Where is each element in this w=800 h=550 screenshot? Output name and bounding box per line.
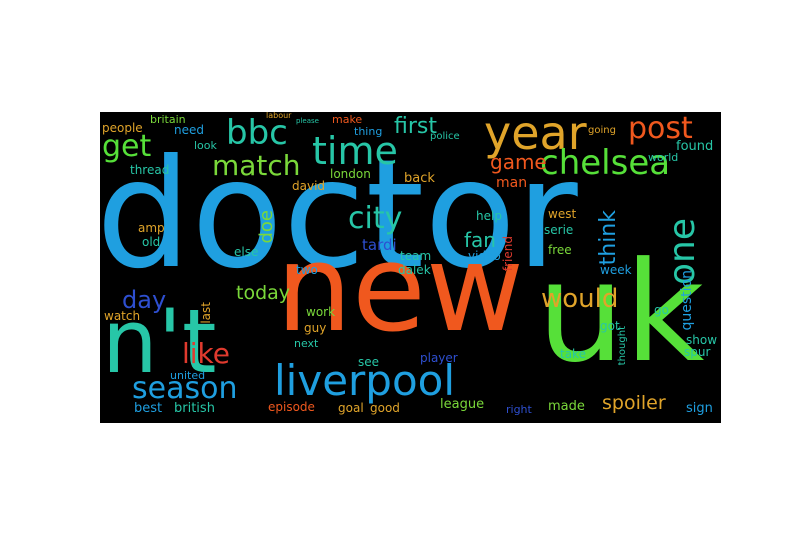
word-spur: spur [684,345,711,359]
word-else: else [234,245,259,259]
word-police: police [430,131,460,142]
word-show: show [686,333,718,347]
word-guy: guy [304,321,327,335]
word-take: take [560,347,586,361]
word-britain: britain [150,113,186,126]
word-work: work [306,305,336,319]
word-see: see [358,355,380,369]
word-watch: watch [104,309,141,323]
word-united: united [170,369,206,382]
word-spoiler: spoiler [602,392,666,414]
word-go: go [654,303,669,317]
word-new: new [276,220,525,359]
word-player: player [420,351,458,365]
word-amp: amp [138,221,165,235]
word-labour: labour [266,112,292,120]
word-doe: doe [256,210,277,244]
word-first: first [394,114,437,139]
word-david: david [292,179,326,193]
word-right: right [506,403,532,416]
word-british: british [174,401,215,416]
word-man: man [496,175,528,191]
word-year: year [484,112,587,160]
word-doctor: doctor [100,128,578,302]
word-question: question [679,270,695,331]
word-serie: serie [544,223,574,237]
word-dalek: dalek [398,263,431,277]
word-world: world [648,151,679,164]
word-last: last [199,302,213,324]
word-old: old [142,235,161,249]
word-sign: sign [686,401,713,416]
word-cloud: doctor new uk n't year liverpool time ch… [100,112,721,423]
word-thread: thread [130,163,170,177]
word-people: people [102,121,143,135]
word-bbc: bbc [226,113,288,153]
word-episode: episode [268,400,315,414]
word-good: good [370,401,400,415]
word-match: match [212,149,301,182]
word-think: think [596,210,621,266]
word-look: look [194,139,217,152]
word-free: free [548,243,572,257]
word-back: back [404,171,435,186]
word-best: best [134,401,163,416]
word-goal: goal [338,401,364,415]
word-nt: n't [102,290,217,393]
word-going: going [588,125,616,136]
word-city: city [348,201,403,236]
word-liverpool: liverpool [274,356,456,405]
word-season: season [132,371,238,406]
word-help: help [476,209,502,223]
word-today: today [236,282,291,304]
word-league: league [440,397,485,412]
word-make: make [332,113,363,126]
word-get: get [102,129,152,164]
word-chelsea: chelsea [540,143,671,183]
word-found: found [676,139,714,154]
word-friend: friend [501,236,515,272]
word-like: like [182,337,231,370]
word-made: made [548,399,585,414]
word-thing: thing [354,125,383,138]
word-london: london [330,167,371,181]
word-please: please [296,117,319,125]
word-west: west [548,207,577,221]
word-got: got [600,319,620,333]
word-need: need [174,123,204,137]
word-next: next [294,337,319,350]
word-tardi: tardi [362,236,397,254]
word-video: video [468,249,501,263]
word-two: two [296,263,318,277]
word-team: team [400,249,432,263]
word-thought: thought [617,326,628,366]
word-time: time [312,129,398,173]
word-post: post [628,112,693,146]
word-fan: fan [464,228,496,252]
word-game: game [490,150,547,174]
word-day: day [122,286,167,314]
word-week: week [600,263,632,277]
word-would: would [541,284,619,314]
word-uk: uk [537,232,705,393]
